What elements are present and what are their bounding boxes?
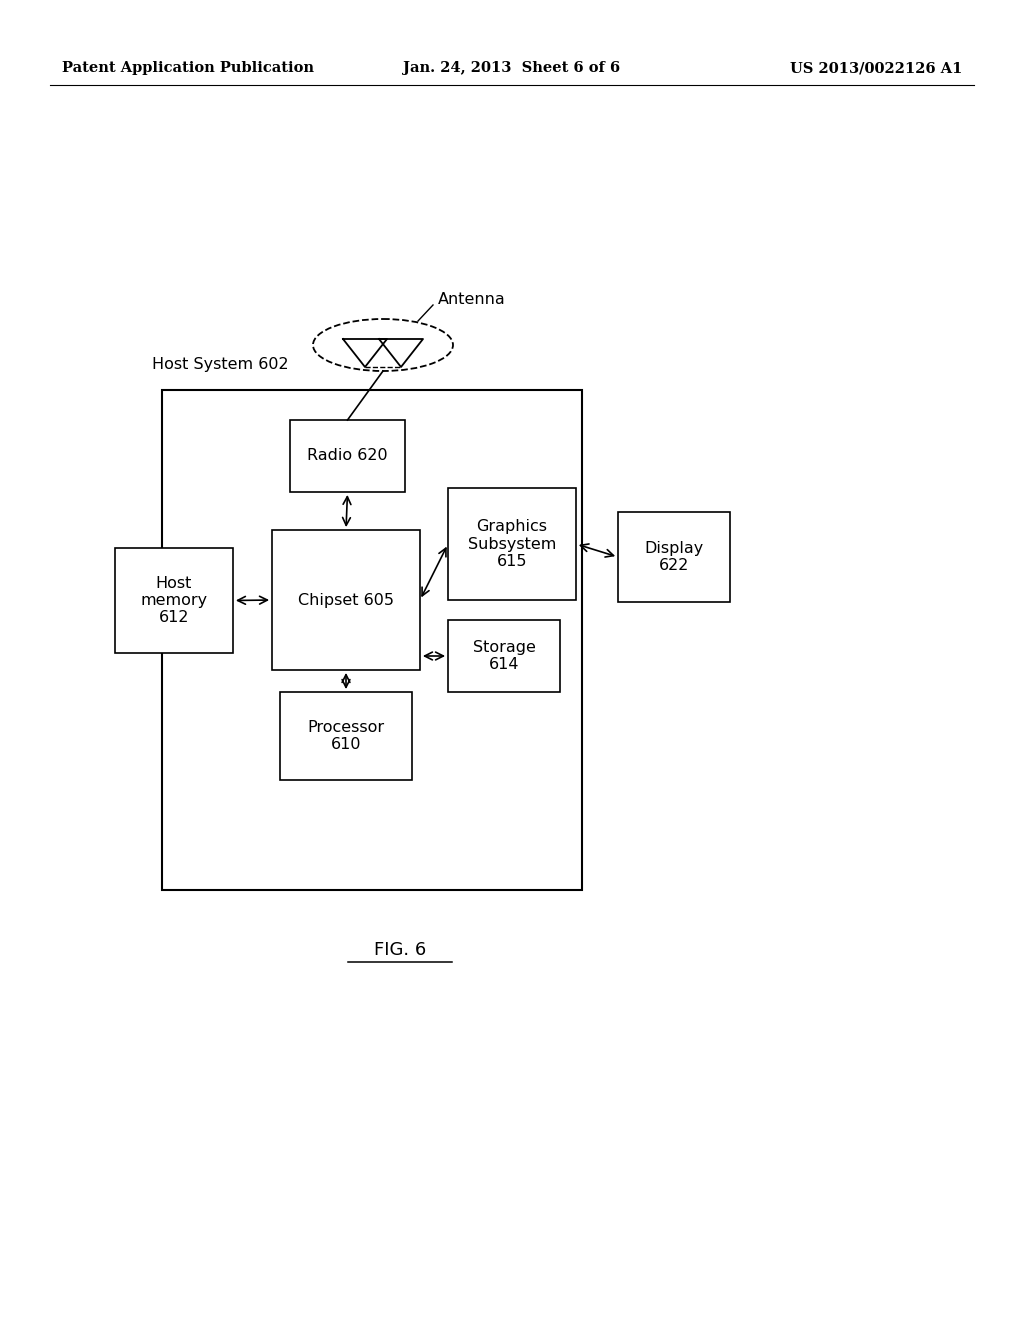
Text: Host System 602: Host System 602 [152,358,289,372]
Bar [162,389,582,890]
Text: Patent Application Publication: Patent Application Publication [62,61,314,75]
Bar [280,692,412,780]
Text: Processor
610: Processor 610 [307,719,385,752]
Text: Chipset 605: Chipset 605 [298,593,394,607]
Text: FIG. 6: FIG. 6 [374,941,426,960]
Ellipse shape [313,319,453,371]
Text: Host
memory
612: Host memory 612 [140,576,208,626]
Bar [449,488,575,601]
Text: Storage
614: Storage 614 [472,640,536,672]
Bar [618,512,730,602]
Text: Display
622: Display 622 [644,541,703,573]
Bar [272,531,420,671]
Text: Jan. 24, 2013  Sheet 6 of 6: Jan. 24, 2013 Sheet 6 of 6 [403,61,621,75]
Bar [449,620,560,692]
Text: Antenna: Antenna [438,293,506,308]
Bar [115,548,233,653]
Text: Radio 620: Radio 620 [307,449,388,463]
Bar [290,420,406,492]
Text: Graphics
Subsystem
615: Graphics Subsystem 615 [468,519,556,569]
Text: US 2013/0022126 A1: US 2013/0022126 A1 [790,61,962,75]
